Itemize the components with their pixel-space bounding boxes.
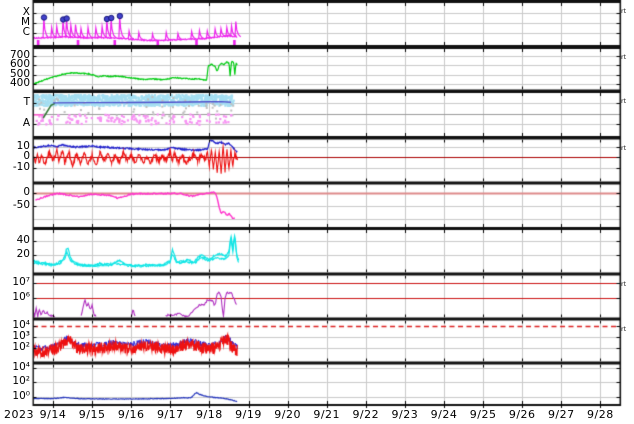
x-tick-label: 9/25	[469, 408, 497, 421]
x-tick-label: 9/22	[352, 408, 380, 421]
x-tick-label: 9/14	[39, 408, 67, 421]
x-tick-label: 9/19	[235, 408, 262, 421]
y-tick-label: 20	[16, 247, 30, 260]
y-tick-label: 400	[9, 77, 30, 90]
x-tick-label: 9/17	[156, 408, 184, 421]
y-tick-label: 0	[23, 150, 30, 163]
x-axis-year-label: 2023	[4, 408, 34, 421]
y-tick-label: X	[22, 6, 30, 18]
x-tick-label: 9/24	[430, 408, 458, 421]
y-tick-label: 10⁶	[12, 291, 30, 304]
y-tick-label: M	[20, 16, 30, 28]
rt-label: rt	[621, 53, 627, 61]
x-tick-label: 9/27	[547, 408, 575, 421]
y-tick-label: 10²	[12, 375, 30, 388]
y-tick-label: 10	[16, 139, 30, 152]
y-tick-label: 500	[9, 67, 30, 80]
x-tick-label: 9/26	[508, 408, 536, 421]
x-tick-label: 9/21	[313, 408, 341, 421]
rt-label: rt	[621, 7, 627, 15]
rt-label: rt	[621, 279, 627, 288]
y-tick-label: 10⁴	[12, 361, 30, 374]
rt-label: rt	[621, 143, 627, 152]
y-tick-label: A	[22, 117, 30, 130]
y-tick-label: -10	[12, 160, 30, 173]
y-tick-label: 10²	[12, 340, 30, 353]
rt-label: rt	[621, 324, 627, 333]
y-tick-label: 10⁰	[12, 389, 30, 402]
x-tick-label: 9/20	[274, 408, 301, 421]
rt-label: rt	[621, 97, 627, 105]
x-tick-label: 9/18	[196, 408, 223, 421]
y-tick-label: 10⁷	[12, 275, 30, 288]
x-tick-label: 9/15	[78, 408, 106, 421]
x-tick-label: 9/23	[391, 408, 419, 421]
y-tick-label: 10⁴	[12, 319, 30, 332]
x-tick-label: 9/28	[587, 408, 614, 421]
y-tick-label: 40	[16, 233, 30, 246]
y-tick-label: -50	[12, 198, 30, 211]
y-tick-label: 600	[9, 58, 30, 71]
y-tick-label: 0	[23, 186, 30, 198]
y-tick-label: 10³	[12, 330, 30, 342]
y-tick-label: T	[23, 96, 30, 109]
x-tick-label: 9/16	[117, 408, 145, 421]
y-tick-label: C	[22, 26, 30, 38]
y-tick-label: 700	[9, 48, 30, 61]
